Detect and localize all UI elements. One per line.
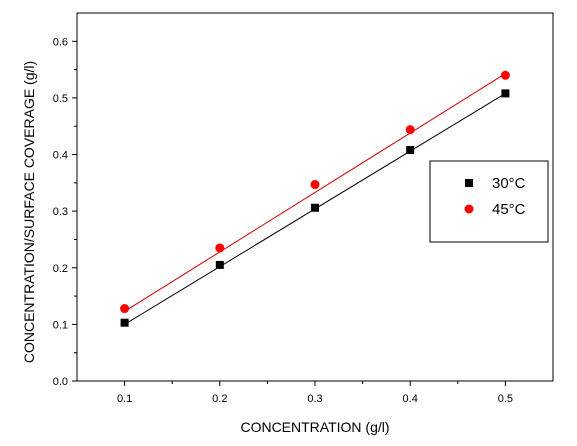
data-point-series-1 [215,260,224,269]
data-point-series-2 [120,304,130,314]
data-point-series-1 [311,203,319,212]
data-point-series-2 [215,243,225,253]
x-axis-title: CONCENTRATION (g/l) [240,419,389,435]
fit-line-series-2 [124,73,506,312]
points-layer [120,70,510,327]
y-tick-label: 0.4 [53,150,68,162]
x-tick-label: 0.2 [212,393,227,405]
data-point-series-1 [501,89,510,98]
legend-box [429,160,549,243]
x-tick-label: 0.4 [403,393,418,405]
data-point-series-2 [310,180,320,190]
x-tick-label: 0.1 [117,393,132,405]
legend-marker-series-1 [465,179,473,187]
data-point-series-1 [406,146,415,155]
y-tick-label: 0.6 [53,36,68,48]
legend-label-series-2: 45°C [492,201,526,218]
titles-layer: CONCENTRATION (g/l) CONCENTRATION/SURFACE… [21,61,390,435]
y-tick-label: 0.3 [53,206,68,218]
axes-layer: 0.1 0.2 0.3 0.4 0.5 0.0 0.1 0.2 0.3 0.4 0.5 0.6 [53,12,554,405]
data-point-series-2 [405,125,415,135]
legend-label-series-1: 30°C [492,175,526,192]
data-point-series-1 [120,318,129,327]
x-tick-label: 0.5 [498,393,513,405]
data-point-series-2 [500,70,510,80]
y-tick-label: 0.1 [53,319,68,331]
y-axis-title: CONCENTRATION/SURFACE COVERAGE (g/l) [21,61,37,363]
y-tick-label: 0.2 [53,263,68,275]
y-tick-label: 0.0 [53,376,68,388]
legend-marker-series-2 [464,204,474,214]
y-tick-label: 0.5 [53,93,68,105]
x-tick-label: 0.3 [307,393,322,405]
legend: 30°C 45°C [429,160,549,243]
